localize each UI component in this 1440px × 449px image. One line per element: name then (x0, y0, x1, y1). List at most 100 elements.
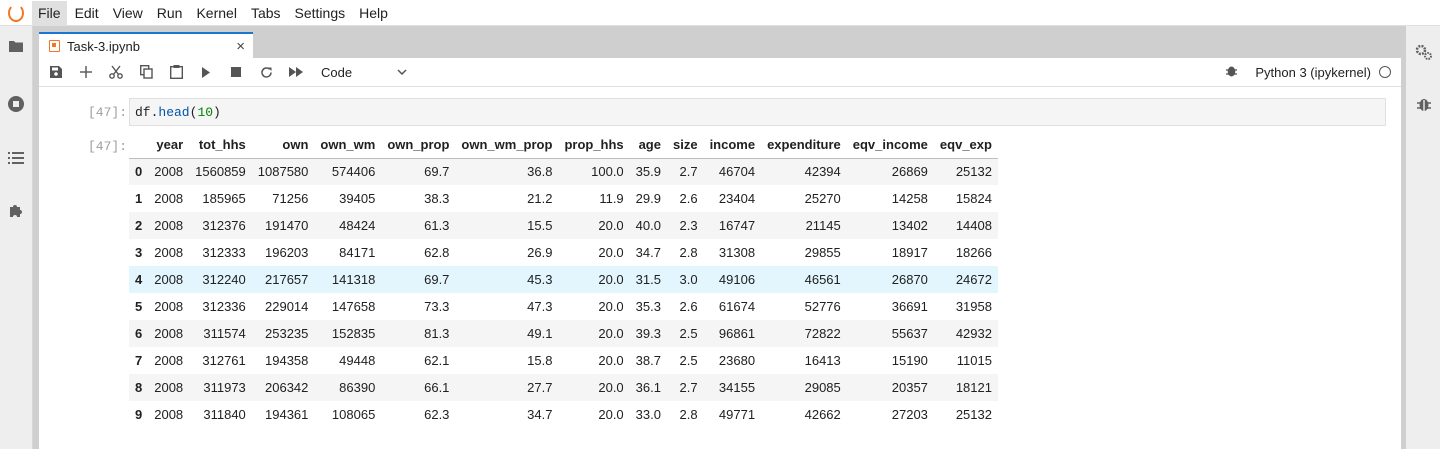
table-cell: 25270 (804, 191, 841, 206)
run-icon[interactable] (191, 60, 221, 84)
row-index: 0 (135, 164, 143, 180)
table-cell: 15824 (955, 191, 992, 206)
menu-help[interactable]: Help (359, 4, 388, 21)
table-cell: 34.7 (527, 407, 553, 422)
column-header: year (148, 131, 190, 159)
table-cell: 311840 (203, 407, 246, 422)
row-index: 9 (135, 407, 143, 422)
table-cell: 49448 (339, 353, 376, 368)
table-cell: 42932 (955, 326, 992, 341)
row-index: 3 (135, 245, 143, 260)
tab-bar: Task-3.ipynb × (33, 26, 1406, 58)
menu-edit[interactable]: Edit (74, 4, 99, 21)
cut-icon[interactable] (101, 60, 131, 84)
table-cell: 108065 (331, 407, 376, 422)
table-cell: 574406 (331, 164, 376, 180)
dataframe-table: year tot_hhs own own_wm own_prop own_wm_prop p… (129, 131, 998, 428)
running-kernels-icon[interactable] (6, 94, 26, 114)
table-cell: 23404 (718, 191, 756, 206)
row-index: 5 (135, 299, 143, 314)
table-header-row: year tot_hhs own own_wm own_prop own_wm_prop p… (129, 131, 998, 159)
table-row: 8 2008 311973 206342 86390 66.1 27.7 20.0 36.1 2.… (129, 374, 998, 401)
table-cell: 27.7 (527, 380, 553, 395)
paste-icon[interactable] (161, 60, 191, 84)
stop-icon[interactable] (221, 60, 251, 84)
table-cell: 36691 (891, 299, 928, 314)
close-icon[interactable]: × (236, 37, 245, 55)
cell-type-dropdown[interactable]: Code (321, 65, 407, 80)
table-cell: 3.0 (679, 272, 698, 287)
right-sidebar (1405, 26, 1440, 449)
column-header: prop_hhs (558, 131, 630, 159)
code-object: df. (135, 105, 159, 120)
table-cell: 25132 (955, 407, 992, 422)
table-cell: 25132 (955, 164, 992, 180)
menu-settings[interactable]: Settings (294, 4, 346, 21)
table-cell: 11.9 (599, 191, 624, 206)
table-cell: 35.9 (635, 164, 661, 180)
table-cell: 2.8 (679, 407, 698, 422)
table-cell: 217657 (265, 272, 309, 287)
table-cell: 2008 (154, 245, 184, 260)
code-editor[interactable]: df.head(10) (129, 98, 1386, 126)
table-cell: 196203 (265, 245, 309, 260)
property-inspector-gears-icon[interactable] (1414, 42, 1434, 62)
table-cell: 14408 (955, 218, 992, 233)
copy-icon[interactable] (131, 60, 161, 84)
table-cell: 26.9 (527, 245, 553, 260)
table-cell: 61.3 (424, 218, 450, 233)
table-of-contents-icon[interactable] (6, 148, 26, 168)
folder-icon[interactable] (6, 36, 26, 56)
table-cell: 2.7 (679, 164, 698, 180)
kernel-area: Python 3 (ipykernel) (1226, 58, 1391, 86)
menu-kernel[interactable]: Kernel (196, 4, 237, 21)
table-cell: 194361 (265, 407, 309, 422)
column-header: expenditure (761, 131, 847, 159)
table-cell: 20.0 (598, 407, 624, 422)
restart-icon[interactable] (251, 60, 281, 84)
menu-file[interactable]: File (32, 0, 67, 25)
menu-tabs[interactable]: Tabs (250, 4, 281, 21)
table-cell: 31308 (718, 245, 756, 260)
tab-notebook[interactable]: Task-3.ipynb × (39, 32, 253, 58)
table-row: 2 2008 312376 191470 48424 61.3 15.5 20.0 40.0 2.… (129, 212, 998, 239)
table-cell: 147658 (331, 299, 376, 314)
column-header: eqv_exp (933, 131, 998, 159)
tab-title: Task-3.ipynb (67, 38, 140, 54)
table-cell: 2.3 (679, 218, 698, 233)
table-cell: 62.8 (424, 245, 450, 260)
table-cell: 20.0 (598, 218, 624, 233)
debugger-bug-icon[interactable] (1226, 64, 1238, 80)
menu-run[interactable]: Run (156, 4, 183, 21)
row-index: 2 (135, 218, 143, 233)
table-cell: 2.8 (679, 245, 698, 260)
column-header: income (703, 131, 762, 159)
table-row: 5 2008 312336 229014 147658 73.3 47.3 20.0 35.3 2… (129, 293, 998, 320)
table-cell: 311574 (203, 326, 246, 341)
table-cell: 29.9 (635, 191, 661, 206)
table-row: 1 2008 185965 71256 39405 38.3 21.2 11.9 29.9 2.6… (129, 185, 998, 212)
table-cell: 312376 (202, 218, 246, 233)
add-cell-icon[interactable] (71, 60, 101, 84)
input-prompt: [47]: (88, 105, 128, 120)
save-icon[interactable] (41, 60, 71, 84)
kernel-name[interactable]: Python 3 (ipykernel) (1255, 64, 1371, 80)
index-header (129, 131, 149, 159)
column-header: own_wm (314, 131, 382, 159)
table-cell: 191470 (265, 218, 309, 233)
output-prompt: [47]: (88, 139, 128, 154)
table-cell: 311973 (203, 380, 246, 395)
fast-forward-icon[interactable] (281, 60, 311, 84)
table-cell: 1087580 (257, 164, 309, 180)
table-cell: 27203 (891, 407, 928, 422)
jupyter-logo-icon (0, 0, 32, 25)
table-cell: 20357 (891, 380, 928, 395)
table-cell: 2.7 (679, 380, 698, 395)
debugger-bug-icon[interactable] (1414, 94, 1434, 114)
table-cell: 73.3 (424, 299, 450, 314)
table-cell: 55637 (891, 326, 928, 341)
extensions-puzzle-icon[interactable] (6, 201, 26, 221)
table-cell: 49771 (718, 407, 756, 422)
menu-view[interactable]: View (112, 4, 143, 21)
table-cell: 100.0 (591, 164, 624, 180)
